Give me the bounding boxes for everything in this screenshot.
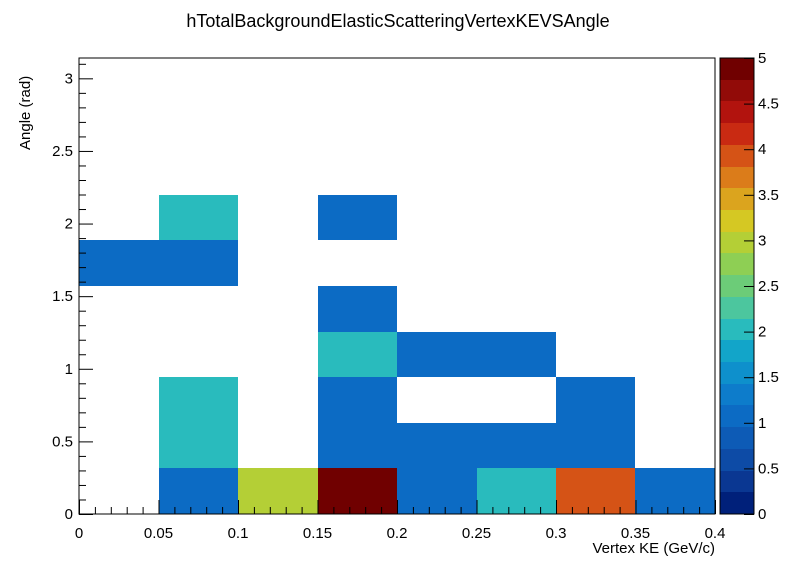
color-scale-segment <box>720 167 754 188</box>
color-scale-label: 3 <box>758 232 766 249</box>
heatmap-cell-0 <box>79 240 159 286</box>
color-scale-segment <box>720 210 754 232</box>
heatmap-cell-7 <box>477 332 556 377</box>
color-scale-segment <box>720 58 754 80</box>
color-scale-label: 5 <box>758 50 766 67</box>
color-scale-segment <box>720 123 754 145</box>
x-tick-label: 0.1 <box>228 525 249 542</box>
y-axis-label: Angle (rad) <box>17 76 34 150</box>
color-scale-label: 2 <box>758 324 766 341</box>
color-scale-segment <box>720 145 754 167</box>
color-scale-segment <box>720 80 754 101</box>
x-axis-label: Vertex KE (GeV/c) <box>592 540 715 557</box>
y-tick-label: 0.5 <box>52 433 73 450</box>
y-tick-label: 2.5 <box>52 143 73 160</box>
color-scale-segment <box>720 275 754 297</box>
color-scale-label: 4.5 <box>758 96 779 113</box>
x-tick-label: 0.3 <box>546 525 567 542</box>
color-scale-label: 0 <box>758 506 766 523</box>
y-tick-label: 1.5 <box>52 288 73 305</box>
y-axis: 0 0.5 1 1.5 2 2.5 3 <box>52 63 93 523</box>
color-scale-segment <box>720 362 754 384</box>
x-tick-label: 0.4 <box>705 525 726 542</box>
color-scale-segment <box>720 427 754 449</box>
y-tick-label: 2 <box>65 216 73 233</box>
x-tick-label: 0.15 <box>303 525 332 542</box>
color-scale-segment <box>720 340 754 362</box>
x-tick-label: 0.35 <box>621 525 650 542</box>
color-scale-segment <box>720 101 754 123</box>
chart-title: hTotalBackgroundElasticScatteringVertexK… <box>186 11 609 31</box>
color-scale-bar: 0 0.5 1 1.5 2 2.5 3 3.5 4 4.5 5 <box>719 50 779 523</box>
heatmap-cell-5 <box>318 332 397 377</box>
color-scale-label: 1 <box>758 415 766 432</box>
y-tick-label: 0 <box>65 506 73 523</box>
heatmap-cell-12 <box>397 423 477 468</box>
heatmap-cell-8 <box>159 377 238 423</box>
color-scale-segment <box>720 232 754 253</box>
heatmap-cell-4 <box>318 286 397 332</box>
color-scale-segment <box>720 492 754 514</box>
heatmap-cell-9 <box>159 423 238 468</box>
heatmap-cell-18 <box>318 468 397 514</box>
color-scale-label: 4 <box>758 141 766 158</box>
x-tick-label: 0 <box>75 525 83 542</box>
heatmap-cell-14 <box>556 377 635 423</box>
y-tick-label: 1 <box>65 361 73 378</box>
heatmap-cell-20 <box>477 468 556 514</box>
x-tick-label: 0.05 <box>144 525 173 542</box>
color-scale-segment <box>720 319 754 340</box>
x-tick-label: 0.25 <box>462 525 491 542</box>
heatmap-cell-3 <box>318 195 397 240</box>
heatmap-cell-15 <box>556 423 635 468</box>
color-scale-segment <box>720 471 754 492</box>
heatmap-cell-17 <box>238 468 318 514</box>
heatmap-cell-21 <box>556 468 635 514</box>
color-scale-label: 3.5 <box>758 187 779 204</box>
color-scale-segment <box>720 253 754 275</box>
heatmap-cell-10 <box>318 377 397 423</box>
color-scale-segment <box>720 384 754 405</box>
color-scale-segment <box>720 297 754 319</box>
y-tick-label: 3 <box>65 70 73 87</box>
x-tick-label: 0.2 <box>387 525 408 542</box>
heatmap-cell-6 <box>397 332 477 377</box>
color-scale-segment <box>720 405 754 427</box>
heatmap-cell-19 <box>397 468 477 514</box>
heatmap-cell-13 <box>477 423 556 468</box>
color-scale-segment <box>720 188 754 210</box>
heatmap-cell-16 <box>159 468 238 514</box>
color-scale-label: 0.5 <box>758 460 779 477</box>
heatmap-cell-11 <box>318 423 397 468</box>
heatmap-cell-1 <box>159 240 238 286</box>
color-scale-label: 2.5 <box>758 278 779 295</box>
heatmap-cell-2 <box>159 195 238 240</box>
color-scale-segment <box>720 449 754 471</box>
heatmap-cells <box>79 195 715 514</box>
color-scale-label: 1.5 <box>758 369 779 386</box>
x-axis: 0 0.05 0.1 0.15 0.2 0.25 0.3 0.35 0.4 <box>75 500 726 542</box>
heatmap-cell-22 <box>635 468 715 514</box>
